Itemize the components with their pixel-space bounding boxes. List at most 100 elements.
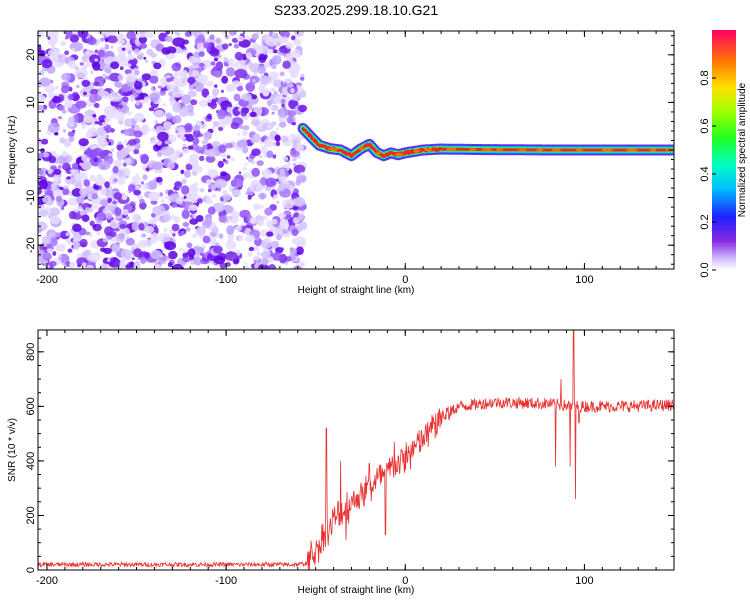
noise-blob <box>67 197 79 206</box>
noise-blob <box>200 252 204 256</box>
noise-blob <box>158 181 162 186</box>
noise-blob <box>206 113 212 120</box>
noise-blob <box>74 68 88 79</box>
noise-blob <box>218 233 224 239</box>
noise-blob <box>38 152 44 159</box>
noise-blob <box>296 174 307 183</box>
noise-blob <box>238 39 251 48</box>
noise-blob <box>133 81 143 90</box>
noise-blob <box>176 198 184 205</box>
noise-blob <box>178 247 183 252</box>
noise-blob <box>225 142 233 149</box>
noise-blob <box>50 183 58 189</box>
noise-blob <box>107 204 115 211</box>
noise-blob <box>120 248 132 259</box>
noise-blob <box>165 244 171 250</box>
noise-blob <box>59 186 64 191</box>
colorbar-label: Normalized spectral amplitude <box>737 82 748 217</box>
noise-blob <box>53 131 59 136</box>
noise-blob <box>221 31 227 35</box>
noise-blob <box>157 85 162 89</box>
noise-blob <box>166 77 172 83</box>
noise-blob <box>251 161 256 165</box>
noise-blob <box>198 99 208 108</box>
noise-blob <box>131 221 141 231</box>
noise-blob <box>197 247 205 253</box>
noise-blob <box>276 200 280 204</box>
noise-blob <box>42 152 50 158</box>
noise-blob <box>154 120 159 125</box>
noise-blob <box>116 33 123 41</box>
noise-blob <box>256 219 265 227</box>
noise-blob <box>220 151 227 158</box>
noise-blob <box>213 256 225 265</box>
noise-blob <box>241 93 252 101</box>
noise-blob <box>294 31 304 37</box>
noise-blob <box>153 62 162 70</box>
snr-xlabel: Height of straight line (km) <box>298 585 415 596</box>
noise-blob <box>79 238 88 248</box>
noise-blob <box>119 66 124 71</box>
noise-blob <box>38 226 43 233</box>
noise-blob <box>225 261 231 267</box>
noise-blob <box>280 98 286 105</box>
noise-blob <box>104 181 110 189</box>
noise-blob <box>184 133 189 138</box>
signal-peak <box>374 151 382 155</box>
noise-blob <box>87 36 97 46</box>
noise-blob <box>258 53 267 63</box>
noise-blob <box>93 157 98 163</box>
noise-blob <box>73 241 80 250</box>
noise-blob <box>39 69 45 76</box>
noise-blob <box>218 215 227 223</box>
noise-blob <box>214 84 218 88</box>
noise-blob <box>211 125 216 130</box>
noise-blob <box>224 34 230 40</box>
noise-blob <box>220 89 224 93</box>
noise-blob <box>139 43 148 49</box>
noise-blob <box>201 244 206 249</box>
noise-blob <box>60 206 65 211</box>
noise-blob <box>178 69 189 79</box>
noise-blob <box>226 106 233 113</box>
signal-peak <box>394 152 404 157</box>
noise-blob <box>110 45 114 49</box>
noise-blob <box>156 139 162 146</box>
noise-blob <box>266 99 273 107</box>
noise-blob <box>187 185 199 195</box>
noise-blob <box>96 134 103 140</box>
noise-blob <box>179 107 189 117</box>
noise-blob <box>275 234 282 241</box>
noise-blob <box>74 181 83 190</box>
noise-blob <box>300 76 305 81</box>
noise-blob <box>280 176 287 182</box>
noise-blob <box>204 216 213 226</box>
noise-blob <box>140 124 150 135</box>
noise-blob <box>49 207 61 217</box>
noise-blob <box>142 183 148 190</box>
noise-blob <box>69 34 80 43</box>
noise-blob <box>110 61 120 70</box>
noise-blob <box>249 111 257 118</box>
noise-blob <box>89 144 97 150</box>
y-tick-label: -20 <box>25 237 37 253</box>
noise-blob <box>161 47 171 55</box>
noise-blob <box>109 219 119 229</box>
noise-blob <box>85 130 94 139</box>
noise-blob <box>65 232 70 237</box>
signal-peak <box>551 148 562 152</box>
noise-blob <box>88 252 101 263</box>
noise-blob <box>92 114 97 118</box>
noise-blob <box>173 71 180 78</box>
noise-blob <box>97 137 108 146</box>
noise-blob <box>228 31 236 36</box>
noise-blob <box>49 215 61 225</box>
noise-blob <box>53 96 62 104</box>
noise-blob <box>144 59 148 63</box>
signal-peak <box>424 148 433 152</box>
noise-blob <box>183 123 193 133</box>
noise-blob <box>117 141 122 145</box>
noise-blob <box>92 205 100 210</box>
noise-blob <box>140 153 149 164</box>
